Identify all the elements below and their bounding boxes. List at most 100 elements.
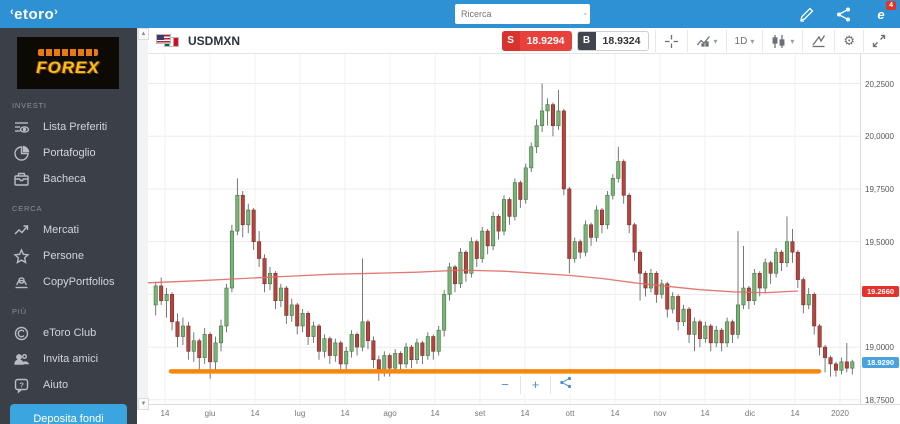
chevron-down-icon: ▾ (790, 36, 795, 46)
time-tick-label: 14 (790, 409, 800, 418)
time-tick-label: giu (204, 409, 216, 418)
logo-horn-right: › (54, 5, 59, 18)
price-axis[interactable]: 20,2500 20,0000 19,7500 19,5000 19,0000 18,75… (860, 54, 900, 405)
svg-text:?: ? (19, 380, 24, 389)
account-avatar[interactable]: e 4 (872, 1, 896, 23)
sidebar-item-invita-amici[interactable]: Invita amici (0, 346, 137, 372)
logo-horn-left: ‹ (10, 5, 15, 18)
chart-share-button[interactable] (550, 376, 580, 394)
time-tick-label: lug (294, 409, 306, 418)
deposit-funds-button[interactable]: Deposita fondi (10, 404, 127, 424)
sidebar-item-label: Bacheca (43, 173, 86, 185)
indicators-button[interactable] (802, 30, 834, 52)
top-bar: ‹etoro› e 4 (0, 0, 900, 28)
buy-label: B (577, 32, 596, 50)
sell-button[interactable]: S 18.9294 (501, 31, 572, 51)
settings-button[interactable]: ⚙ (834, 30, 863, 52)
etoro-logo[interactable]: ‹etoro› (10, 6, 140, 23)
section-header-piu: PIÙ (12, 307, 27, 316)
time-tick-label: ago (383, 409, 397, 418)
expand-chart-button[interactable] (863, 30, 894, 52)
chart-header: USDMXN S 18.9294 B 18.9324 ▾ 1D ▾ ▾ ⚙ (148, 28, 900, 54)
price-tick-label: 19,0000 (865, 343, 894, 353)
scroll-down-arrow[interactable]: ▼ (138, 398, 149, 410)
etoro-club-icon (13, 325, 30, 342)
time-tick-label: ott (565, 409, 575, 418)
time-tick-label: dic (744, 409, 756, 418)
share-icon[interactable] (835, 6, 852, 23)
pie-chart-icon (13, 145, 30, 162)
chevron-down-icon: ▾ (713, 36, 718, 46)
copyportfolios-icon (13, 274, 30, 291)
sidebar-item-etoro-club[interactable]: eToro Club (0, 320, 137, 346)
scroll-up-arrow[interactable]: ▲ (138, 28, 149, 40)
notification-badge: 4 (886, 1, 896, 10)
gear-icon: ⚙ (843, 33, 855, 48)
feed-icon (13, 171, 30, 188)
sidebar-item-lista-preferiti[interactable]: Lista Preferiti (0, 114, 137, 140)
chart-zoom-controls: − + (490, 376, 580, 394)
sidebar-item-label: Persone (43, 250, 84, 262)
chevron-down-icon: ▾ (750, 36, 755, 46)
usdmxn-flags-icon (156, 33, 180, 48)
price-tick-label: 19,5000 (865, 237, 894, 247)
timeframe-dropdown[interactable]: 1D ▾ (725, 30, 763, 52)
sidebar-item-label: eToro Club (43, 327, 97, 339)
time-tick-label: 14 (430, 409, 440, 418)
sidebar-item-persone[interactable]: Persone (0, 243, 137, 269)
sidebar-item-bacheca[interactable]: Bacheca (0, 166, 137, 192)
sidebar-item-label: Portafoglio (43, 147, 96, 159)
time-tick-label: 14 (610, 409, 620, 418)
etoro-logo-text: etoro (14, 5, 55, 23)
time-tick-label: 14 (160, 409, 170, 418)
sidebar-item-label: CopyPortfolios (43, 276, 115, 288)
forex-logo[interactable]: FOREX (17, 37, 119, 89)
price-tick-label: 20,0000 (865, 132, 894, 142)
sidebar-item-label: Mercati (43, 224, 80, 236)
ma-price-badge: 19.2660 (862, 285, 899, 297)
sidebar-item-portafoglio[interactable]: Portafoglio (0, 140, 137, 166)
zoom-in-button[interactable]: + (520, 376, 550, 394)
sidebar-item-label: Lista Preferiti (43, 121, 108, 133)
buy-button[interactable]: B 18.9324 (576, 31, 649, 51)
instrument-symbol: USDMXN (188, 33, 241, 48)
section-header-cerca: CERCA (12, 204, 43, 213)
time-axis[interactable]: 14 giu 14 lug 14 ago 14 set 14 ott 14 nov 14 dic 14 202… (148, 404, 900, 424)
star-icon (13, 247, 30, 265)
candlestick-chart[interactable] (147, 54, 860, 404)
sidebar-item-mercati[interactable]: Mercati (0, 217, 137, 243)
help-icon: ? (13, 377, 30, 394)
us-flag-icon (156, 33, 171, 44)
markets-trend-icon (13, 222, 30, 239)
zoom-out-button[interactable]: − (501, 377, 509, 392)
search-input[interactable] (455, 9, 584, 19)
crosshair-tool-button[interactable] (654, 30, 687, 52)
timeframe-value: 1D (734, 35, 748, 47)
time-tick-label: 14 (520, 409, 530, 418)
candle-style-dropdown[interactable]: ▾ (762, 30, 802, 52)
sidebar-item-copyportfolios[interactable]: CopyPortfolios (0, 269, 137, 295)
sidebar: FOREX INVESTI Lista Preferiti Portafogli… (0, 28, 137, 424)
buy-price: 18.9324 (602, 35, 641, 47)
sidebar-item-aiuto[interactable]: ? Aiuto (0, 372, 137, 398)
search-icon[interactable] (584, 6, 587, 22)
edit-pencil-icon[interactable] (798, 6, 815, 23)
time-tick-label: set (474, 409, 486, 418)
sell-price: 18.9294 (526, 35, 565, 47)
time-tick-label: nov (653, 409, 667, 418)
section-header-investi: INVESTI (12, 101, 47, 110)
search-box[interactable] (455, 4, 590, 24)
chart-canvas (147, 54, 860, 404)
time-tick-label: 14 (340, 409, 350, 418)
sell-label: S (501, 31, 520, 51)
price-tick-label: 18,7500 (865, 395, 894, 405)
price-tick-label: 20,2500 (865, 79, 894, 89)
chart-type-dropdown[interactable]: ▾ (686, 30, 726, 52)
invite-friends-icon (13, 351, 30, 368)
vertical-scrollbar[interactable]: ▲ ▼ (137, 28, 149, 410)
time-tick-label: 14 (250, 409, 260, 418)
price-tick-label: 19,7500 (865, 184, 894, 194)
sidebar-item-label: Aiuto (43, 379, 69, 391)
sidebar-item-label: Invita amici (43, 353, 99, 365)
forex-logo-decoration (38, 48, 98, 56)
